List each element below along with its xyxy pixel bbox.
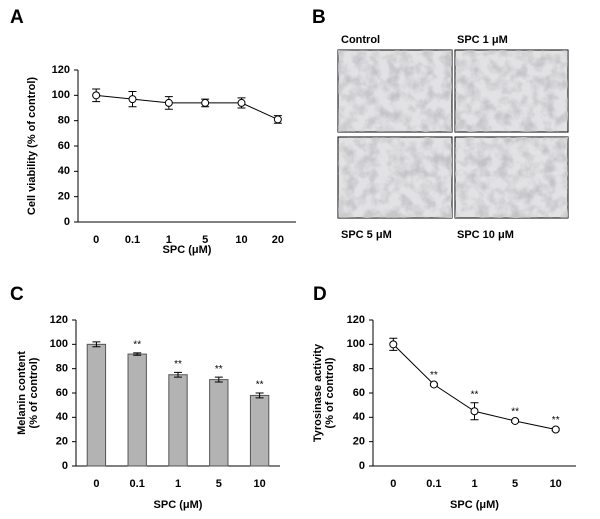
marker xyxy=(237,98,246,107)
x-tick-label: 5 xyxy=(202,234,208,246)
y-tick-label: 20 xyxy=(58,191,70,203)
micrograph-texture xyxy=(455,50,568,132)
y-tick-label: 100 xyxy=(52,89,70,101)
significance-label: ** xyxy=(133,339,141,350)
image-caption: Control xyxy=(341,34,380,46)
y-axis-title: Melanin content xyxy=(16,351,28,435)
marker xyxy=(389,340,398,349)
significance-label: ** xyxy=(430,370,438,381)
y-tick-label: 40 xyxy=(58,165,70,177)
axis-line xyxy=(77,70,296,223)
y-axis-title: Tyrosinase activity xyxy=(312,343,324,442)
marker xyxy=(164,98,173,107)
x-tick-label: 0 xyxy=(93,478,99,490)
panel-label: A xyxy=(10,7,24,28)
line xyxy=(96,94,279,120)
y-tick-label: 120 xyxy=(50,314,68,326)
y-axis-title: (% of control) xyxy=(324,357,336,428)
y-tick-label: 0 xyxy=(64,216,70,228)
y-tick-label: 80 xyxy=(58,115,70,127)
y-tick-label: 80 xyxy=(353,363,365,375)
y-tick-label: 20 xyxy=(353,436,365,448)
panel-label: B xyxy=(312,7,326,28)
y-tick-label: 0 xyxy=(359,460,365,472)
error-bar xyxy=(255,392,264,399)
marker xyxy=(128,95,137,104)
x-tick-label: 1 xyxy=(471,478,477,490)
y-tick-label: 40 xyxy=(56,411,68,423)
error-bar xyxy=(214,376,223,383)
x-tick-label: 0.1 xyxy=(426,478,441,490)
micrograph-texture xyxy=(338,50,452,132)
x-tick-label: 10 xyxy=(235,234,247,246)
y-axis-title: Cell viability (% of control) xyxy=(26,77,38,215)
panel-label: C xyxy=(10,284,24,305)
x-axis-title: SPC (μM) xyxy=(450,499,499,511)
x-tick-label: 0 xyxy=(93,234,99,246)
error-bar xyxy=(92,341,101,348)
image-caption: SPC 10 μM xyxy=(457,229,514,241)
significance-label: ** xyxy=(471,389,479,400)
y-axis-title: (% of control) xyxy=(28,357,40,428)
x-tick-label: 5 xyxy=(216,478,222,490)
x-tick-label: 5 xyxy=(512,478,518,490)
micrograph-texture xyxy=(338,137,452,218)
significance-label: ** xyxy=(215,364,223,375)
error-bar xyxy=(133,352,142,356)
marker xyxy=(92,91,101,100)
x-tick-label: 10 xyxy=(253,478,265,490)
bar xyxy=(209,379,229,467)
bar xyxy=(168,374,188,467)
bar xyxy=(127,353,147,467)
x-tick-label: 0 xyxy=(390,478,396,490)
significance-label: ** xyxy=(511,406,519,417)
marker xyxy=(201,98,210,107)
bar xyxy=(249,394,270,467)
significance-label: ** xyxy=(174,359,182,370)
y-tick-label: 120 xyxy=(52,64,70,76)
marker xyxy=(511,416,520,425)
y-tick-label: 100 xyxy=(347,338,365,350)
marker xyxy=(551,425,560,434)
y-tick-label: 20 xyxy=(56,436,68,448)
significance-label: ** xyxy=(256,380,264,391)
y-tick-label: 40 xyxy=(353,411,365,423)
y-tick-label: 120 xyxy=(347,314,365,326)
marker xyxy=(470,407,479,416)
x-axis-title: SPC (μM) xyxy=(163,244,212,256)
marker xyxy=(273,115,282,124)
panel-label: D xyxy=(313,284,327,305)
marker xyxy=(429,380,438,389)
x-tick-label: 0.1 xyxy=(130,478,145,490)
micrographs xyxy=(337,49,569,219)
x-axis-title: SPC (μM) xyxy=(154,499,203,511)
y-tick-label: 60 xyxy=(353,387,365,399)
error-bar xyxy=(174,371,182,378)
y-tick-label: 60 xyxy=(56,387,68,399)
micrograph-texture xyxy=(455,137,568,218)
y-tick-label: 0 xyxy=(62,460,68,472)
y-tick-label: 80 xyxy=(56,363,68,375)
x-tick-label: 0.1 xyxy=(125,234,140,246)
significance-label: ** xyxy=(552,415,560,426)
y-tick-label: 60 xyxy=(58,140,70,152)
x-tick-label: 10 xyxy=(550,478,562,490)
image-caption: SPC 5 μM xyxy=(341,229,392,241)
bar xyxy=(86,343,107,467)
x-tick-label: 1 xyxy=(166,234,172,246)
y-tick-label: 100 xyxy=(50,338,68,350)
x-tick-label: 20 xyxy=(272,234,284,246)
image-caption: SPC 1 μM xyxy=(457,34,508,46)
x-tick-label: 1 xyxy=(175,478,181,490)
